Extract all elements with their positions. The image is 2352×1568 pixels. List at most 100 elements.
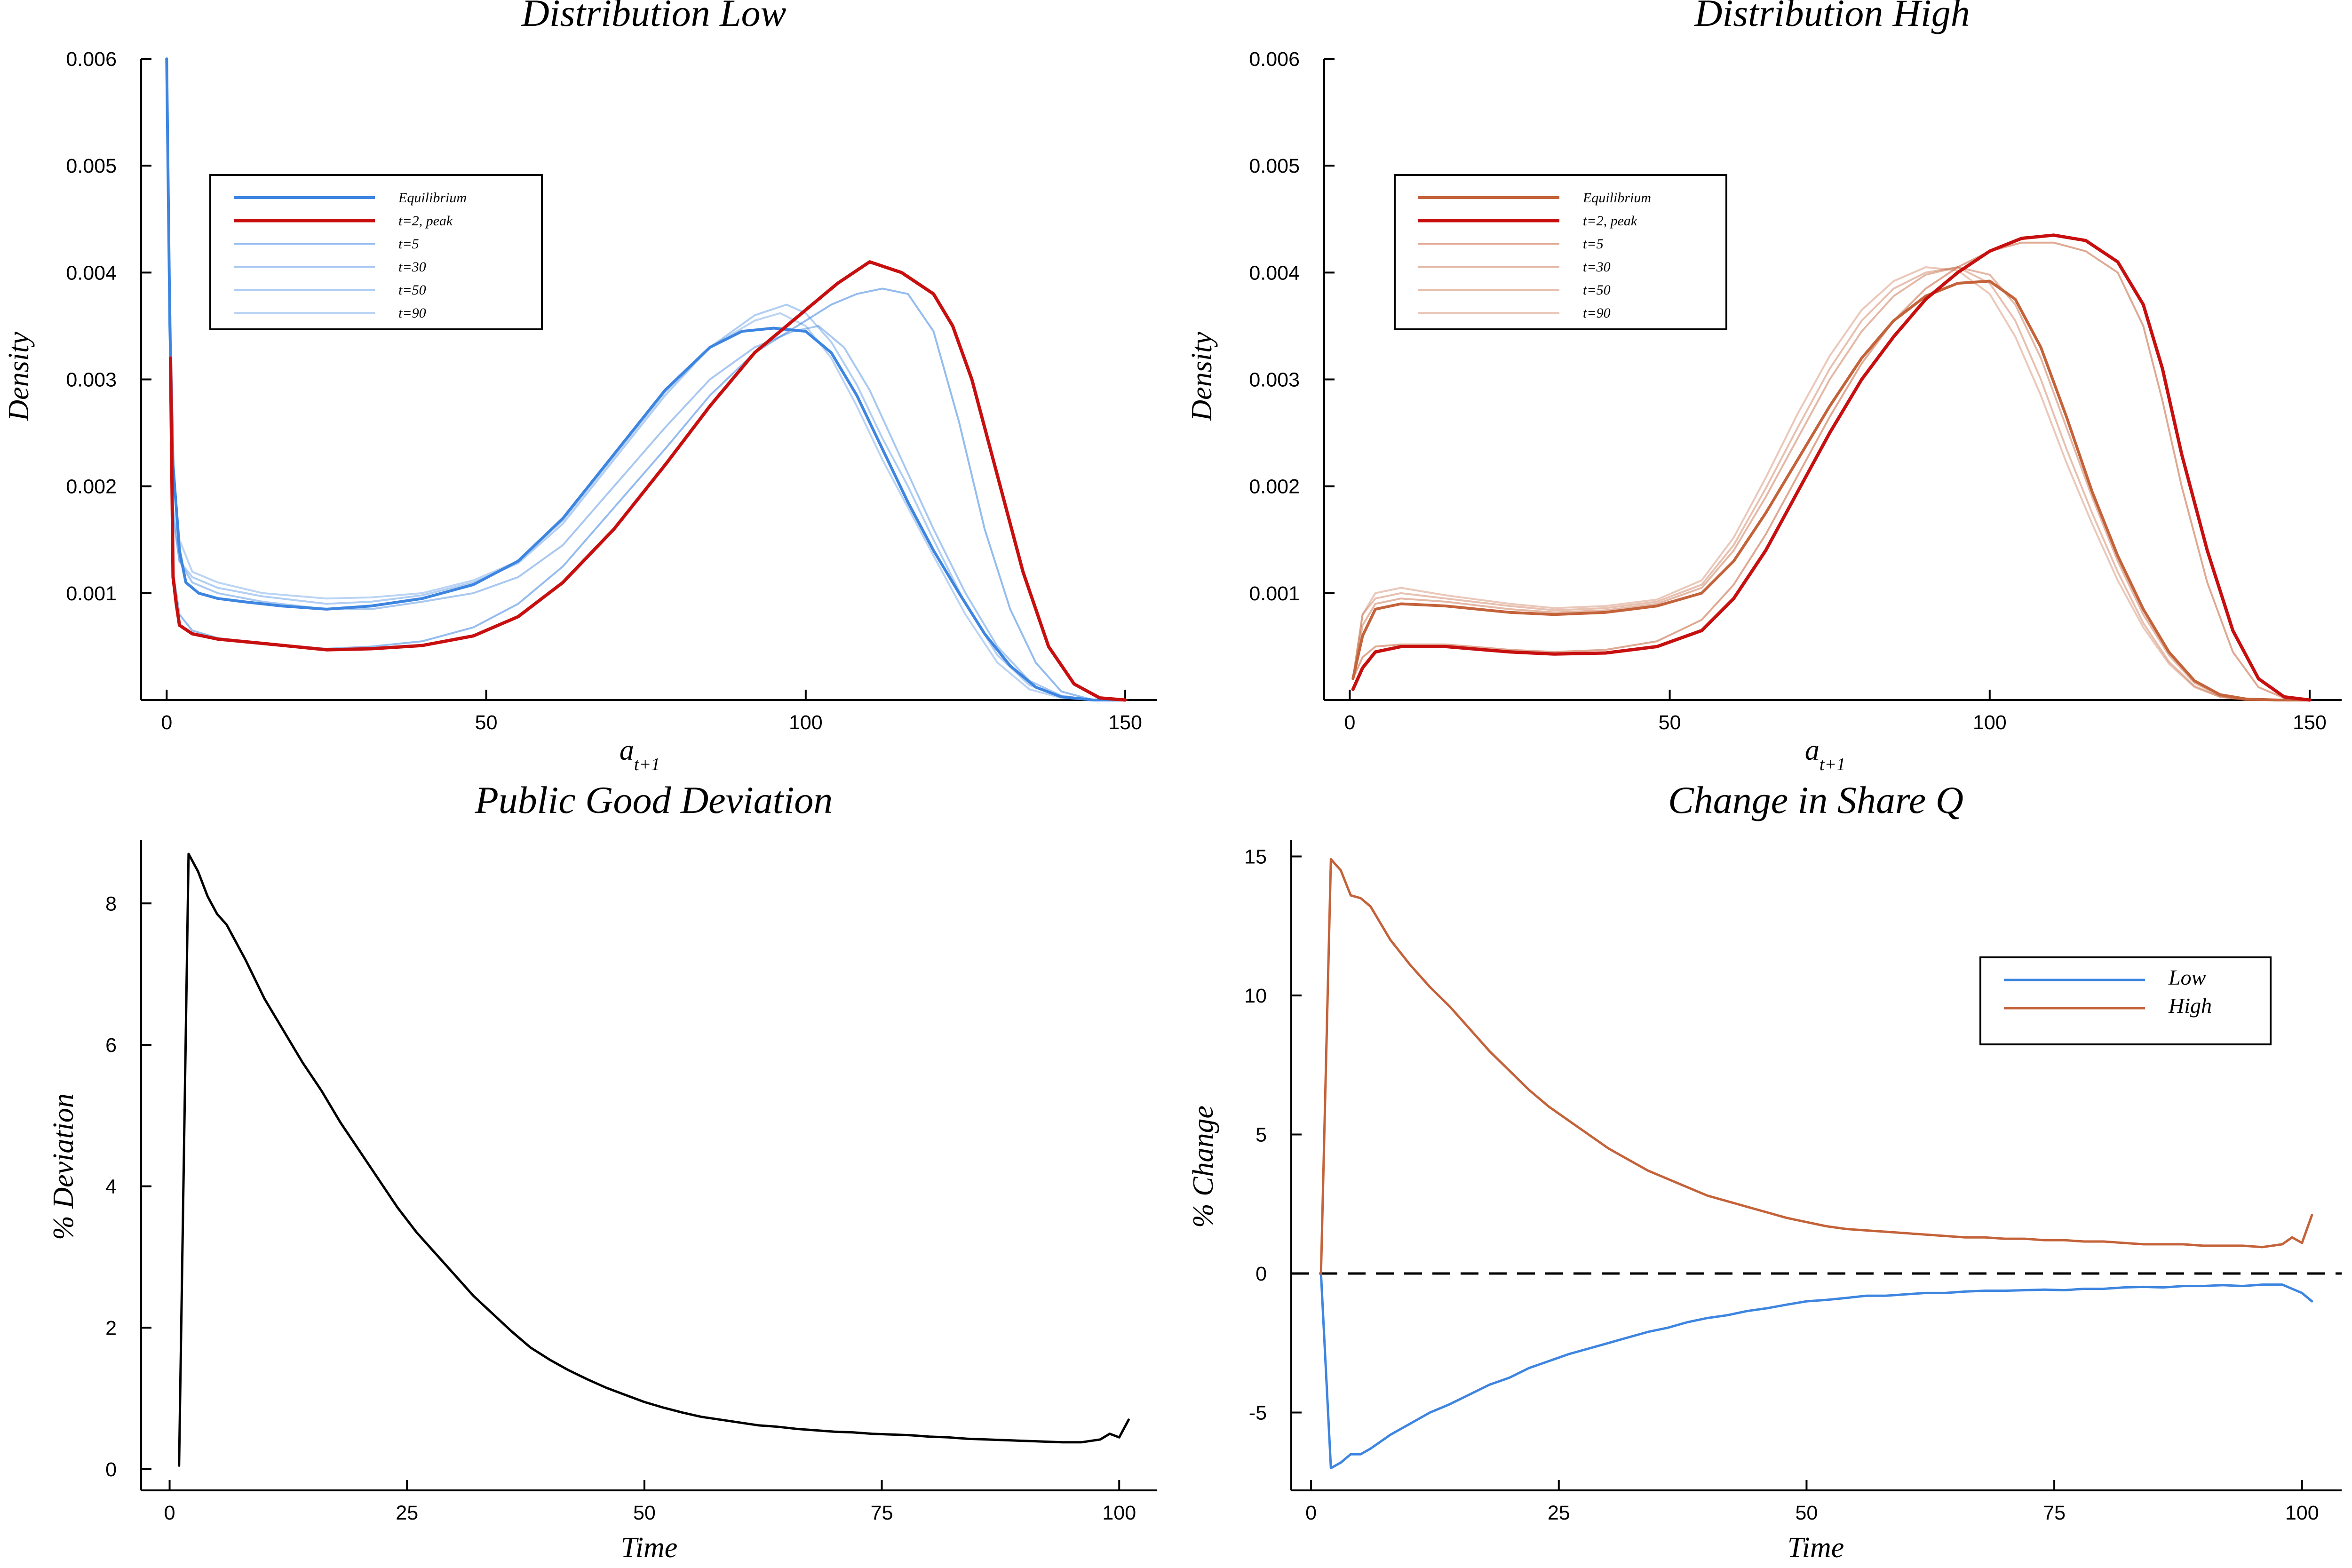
y-tick-label: 0: [1255, 1263, 1267, 1285]
x-axis-label-main: a: [620, 734, 634, 766]
x-tick-label: 0: [1305, 1502, 1317, 1524]
legend-label: t=50: [398, 282, 426, 298]
x-tick-label: 100: [1102, 1502, 1136, 1524]
legend: Equilibrium t=2, peak t=5 t=30 t=50 t=90: [209, 174, 543, 330]
chart-title: Distribution Low: [521, 0, 787, 34]
chart-title: Distribution High: [1694, 0, 1970, 34]
x-tick-label: 75: [871, 1502, 893, 1524]
y-tick-label: 0.003: [66, 369, 117, 391]
legend-label: t=90: [1583, 305, 1611, 321]
y-axis-label: % Change: [1187, 1106, 1219, 1228]
y-axis-label: Density: [1186, 332, 1218, 422]
y-tick-label: 0.001: [1249, 582, 1300, 605]
legend-box: [1979, 956, 2272, 1045]
legend-label: t=2, peak: [398, 213, 453, 229]
legend-label: t=30: [398, 259, 426, 275]
chart-title: Public Good Deviation: [475, 779, 833, 821]
series-lines: [1319, 858, 2313, 1470]
y-ticks: 0.001 0.002 0.003 0.004 0.005 0.006: [1249, 48, 1335, 605]
y-tick-label: 0.003: [1249, 369, 1300, 391]
y-ticks: 0.001 0.002 0.003 0.004 0.005 0.006: [66, 48, 151, 605]
legend-label: Low: [2168, 965, 2206, 989]
legend-entries: Low High: [2004, 965, 2212, 1018]
x-tick-label: 150: [2293, 711, 2327, 734]
chart-change-in-share-q: Change in Share Q 0 25 50 75 100 -5 0 5 10 15 Ti…: [1187, 779, 2342, 1564]
chart-public-good-deviation: Public Good Deviation 0 25 50 75 100 0 2 4 6 8 T…: [48, 779, 1157, 1564]
y-tick-label: 15: [1244, 845, 1267, 868]
series-lines: [178, 852, 1130, 1467]
series-line-t-2-peak: [1351, 233, 2312, 702]
x-ticks: 0 25 50 75 100: [1305, 1480, 2319, 1524]
series-line-t-2-peak: [169, 260, 1127, 702]
x-axis-label: at+1: [1805, 734, 1845, 774]
series-line-main: [178, 852, 1130, 1467]
series-line-t-30: [169, 325, 1127, 701]
x-tick-label: 50: [633, 1502, 656, 1524]
legend: Low High: [1979, 956, 2272, 1045]
x-tick-label: 100: [1973, 711, 2007, 734]
x-tick-label: 25: [396, 1502, 418, 1524]
legend-label: t=50: [1583, 282, 1611, 298]
y-tick-label: 2: [105, 1317, 117, 1339]
series-lines: [165, 57, 1127, 702]
y-axis-label: % Deviation: [48, 1093, 79, 1240]
y-tick-label: 0.001: [66, 582, 117, 605]
legend-box: [1394, 174, 1727, 330]
legend-label: Equilibrium: [398, 190, 467, 206]
x-tick-label: 0: [1344, 711, 1355, 734]
series-line-high: [1319, 858, 2313, 1275]
y-tick-label: 0.005: [66, 155, 117, 177]
x-axis-label: Time: [1788, 1532, 1844, 1564]
x-tick-label: 75: [2043, 1502, 2066, 1524]
y-axis-label: Density: [3, 332, 35, 422]
legend-label: t=90: [398, 305, 426, 321]
legend-entries: Equilibrium t=2, peak t=5 t=30 t=50 t=90: [234, 190, 467, 321]
x-axis-label-subscript: t+1: [634, 755, 660, 774]
x-tick-label: 0: [164, 1502, 175, 1524]
y-tick-label: 0.002: [66, 476, 117, 498]
chart-distribution-low: Distribution Low 0 50 100 150 0.0010.0020.0…: [3, 0, 1157, 774]
y-tick-label: 5: [1255, 1123, 1267, 1146]
legend-label: t=5: [398, 236, 419, 252]
legend-label: t=2, peak: [1583, 213, 1637, 229]
x-axis-label-main: a: [1805, 734, 1820, 766]
x-tick-label: 50: [475, 711, 498, 734]
x-ticks: 0 25 50 75 100: [164, 1480, 1136, 1524]
x-axis-label: at+1: [620, 734, 660, 774]
x-tick-label: 25: [1548, 1502, 1570, 1524]
x-tick-label: 50: [1659, 711, 1681, 734]
series-line-t-50: [1352, 266, 2311, 701]
x-tick-label: 150: [1108, 711, 1142, 734]
y-tick-label: 0.006: [66, 48, 117, 71]
legend-label: t=5: [1583, 236, 1604, 252]
y-tick-label: 0.002: [1249, 476, 1300, 498]
x-tick-label: 100: [789, 711, 823, 734]
legend-entries: Equilibrium t=2, peak t=5 t=30 t=50 t=90: [1418, 190, 1651, 321]
series-line-t-30: [1352, 266, 2311, 701]
x-tick-label: 100: [2285, 1502, 2319, 1524]
x-ticks: 0 50 100 150: [161, 690, 1142, 734]
x-tick-label: 50: [1796, 1502, 1818, 1524]
legend-label: Equilibrium: [1582, 190, 1651, 206]
y-tick-label: 10: [1244, 985, 1267, 1007]
x-ticks: 0 50 100 150: [1344, 690, 2327, 734]
y-tick-label: 8: [105, 892, 117, 915]
y-tick-label: 0.005: [1249, 155, 1300, 177]
series-line-equilibrium: [165, 57, 1127, 701]
y-tick-label: 0.004: [1249, 262, 1300, 284]
legend-label: High: [2168, 994, 2212, 1018]
legend-label: t=30: [1583, 259, 1611, 275]
chart-title: Change in Share Q: [1668, 779, 1963, 821]
x-axis-label-subscript: t+1: [1820, 755, 1845, 774]
series-lines: [1351, 233, 2312, 702]
y-tick-label: 0.004: [66, 262, 117, 284]
y-tick-label: -5: [1249, 1402, 1267, 1425]
x-axis-label: Time: [621, 1532, 678, 1564]
legend: Equilibrium t=2, peak t=5 t=30 t=50 t=90: [1394, 174, 1727, 330]
x-tick-label: 0: [161, 711, 172, 734]
y-tick-label: 6: [105, 1034, 117, 1057]
y-tick-label: 0: [105, 1458, 117, 1481]
chart-distribution-high: Distribution High 0 50 100 150 0.001 0.002 0.…: [1186, 0, 2342, 774]
series-line-equilibrium: [1351, 279, 2311, 701]
